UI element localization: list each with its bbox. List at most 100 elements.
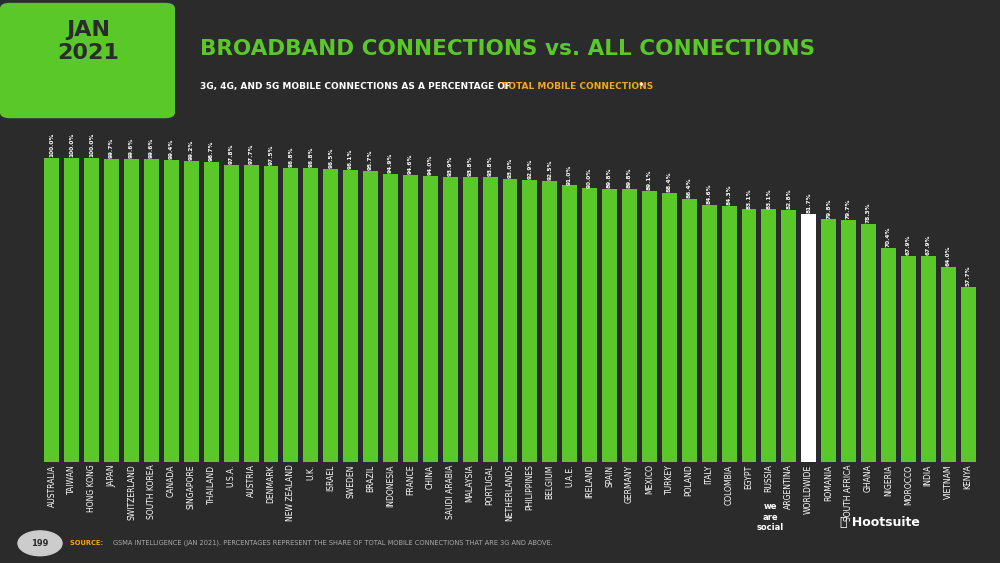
Text: TOTAL MOBILE CONNECTIONS: TOTAL MOBILE CONNECTIONS (502, 82, 653, 91)
Bar (323, 169, 338, 462)
Text: 98.7%: 98.7% (209, 141, 214, 161)
Text: 99.2%: 99.2% (189, 139, 194, 160)
Bar (881, 248, 896, 462)
Text: 3G, 4G, AND 5G MOBILE CONNECTIONS AS A PERCENTAGE OF: 3G, 4G, AND 5G MOBILE CONNECTIONS AS A P… (200, 82, 514, 91)
Text: 99.7%: 99.7% (109, 138, 114, 158)
Bar (164, 160, 179, 462)
Bar (582, 189, 597, 462)
Bar (423, 176, 438, 462)
Text: 83.1%: 83.1% (746, 188, 751, 208)
Bar (184, 160, 199, 462)
Text: 89.8%: 89.8% (607, 168, 612, 188)
Text: JAN
2021: JAN 2021 (57, 20, 119, 63)
Bar (64, 158, 79, 462)
Bar (722, 206, 737, 462)
Bar (901, 256, 916, 462)
Text: 89.8%: 89.8% (627, 168, 632, 188)
Text: 91.0%: 91.0% (567, 164, 572, 185)
Bar (403, 175, 418, 462)
Text: 79.7%: 79.7% (846, 198, 851, 219)
Text: 79.8%: 79.8% (826, 198, 831, 218)
Bar (761, 209, 776, 462)
Bar (562, 185, 577, 462)
Text: 92.5%: 92.5% (547, 159, 552, 180)
Text: SOURCE:: SOURCE: (70, 540, 105, 546)
Text: 100.0%: 100.0% (89, 133, 94, 157)
Text: 94.6%: 94.6% (408, 153, 413, 173)
Text: 57.7%: 57.7% (966, 265, 971, 285)
Bar (821, 220, 836, 462)
Bar (602, 189, 617, 462)
Text: 97.8%: 97.8% (229, 144, 234, 164)
Bar (483, 177, 498, 462)
Text: GSMA INTELLIGENCE (JAN 2021). PERCENTAGES REPRESENT THE SHARE OF TOTAL MOBILE CO: GSMA INTELLIGENCE (JAN 2021). PERCENTAGE… (113, 539, 553, 546)
Bar (84, 158, 99, 462)
Text: 97.7%: 97.7% (249, 144, 254, 164)
Bar (363, 171, 378, 462)
Text: 84.3%: 84.3% (727, 184, 732, 205)
Bar (463, 177, 478, 462)
Text: 67.9%: 67.9% (906, 234, 911, 254)
Bar (244, 165, 259, 462)
Bar (642, 191, 657, 462)
Bar (702, 205, 717, 462)
Text: 94.0%: 94.0% (428, 155, 433, 176)
Text: 99.6%: 99.6% (129, 138, 134, 158)
Text: 100.0%: 100.0% (69, 133, 74, 157)
Text: 99.4%: 99.4% (169, 138, 174, 159)
Bar (542, 181, 557, 462)
Bar (781, 211, 796, 462)
Text: 95.7%: 95.7% (368, 150, 373, 170)
Bar (921, 256, 936, 462)
Text: 93.8%: 93.8% (468, 155, 473, 176)
Bar (861, 224, 876, 462)
Bar (841, 220, 856, 462)
Text: 93.9%: 93.9% (448, 155, 453, 176)
Bar (383, 173, 398, 462)
Bar (343, 170, 358, 462)
Bar (503, 180, 517, 462)
Text: 99.6%: 99.6% (149, 138, 154, 158)
Text: 81.7%: 81.7% (806, 192, 811, 213)
Text: 84.6%: 84.6% (707, 184, 712, 204)
Bar (682, 199, 697, 462)
Text: 88.4%: 88.4% (667, 172, 672, 193)
Bar (264, 166, 278, 462)
Bar (124, 159, 139, 462)
Text: 96.5%: 96.5% (328, 148, 333, 168)
Bar (224, 165, 239, 462)
Text: *: * (639, 82, 644, 91)
Text: 97.5%: 97.5% (269, 144, 274, 165)
Text: 93.0%: 93.0% (508, 158, 512, 178)
Text: 83.1%: 83.1% (766, 188, 771, 208)
Text: 78.3%: 78.3% (866, 203, 871, 223)
Text: 67.9%: 67.9% (926, 234, 931, 254)
Text: 82.8%: 82.8% (786, 189, 791, 209)
Bar (443, 177, 458, 462)
Text: 64.0%: 64.0% (946, 246, 951, 266)
Bar (283, 168, 298, 462)
Text: 96.8%: 96.8% (288, 146, 293, 167)
Bar (144, 159, 159, 462)
Text: 🦉 Hootsuite: 🦉 Hootsuite (840, 516, 920, 529)
Text: 96.1%: 96.1% (348, 149, 353, 169)
Bar (961, 287, 976, 462)
Bar (941, 267, 956, 462)
Text: 199: 199 (31, 539, 49, 548)
Bar (522, 180, 537, 462)
Text: we
are
social: we are social (756, 502, 784, 532)
Text: 70.4%: 70.4% (886, 226, 891, 247)
Bar (662, 193, 677, 462)
Bar (104, 159, 119, 462)
Bar (742, 209, 756, 462)
Bar (303, 168, 318, 462)
Bar (44, 158, 59, 462)
Text: 93.8%: 93.8% (488, 155, 493, 176)
Text: 92.9%: 92.9% (527, 158, 532, 179)
Bar (622, 189, 637, 462)
Text: 86.4%: 86.4% (687, 178, 692, 199)
Text: 89.1%: 89.1% (647, 170, 652, 190)
Text: 100.0%: 100.0% (49, 133, 54, 157)
Text: 96.8%: 96.8% (308, 146, 313, 167)
Text: 94.9%: 94.9% (388, 153, 393, 173)
